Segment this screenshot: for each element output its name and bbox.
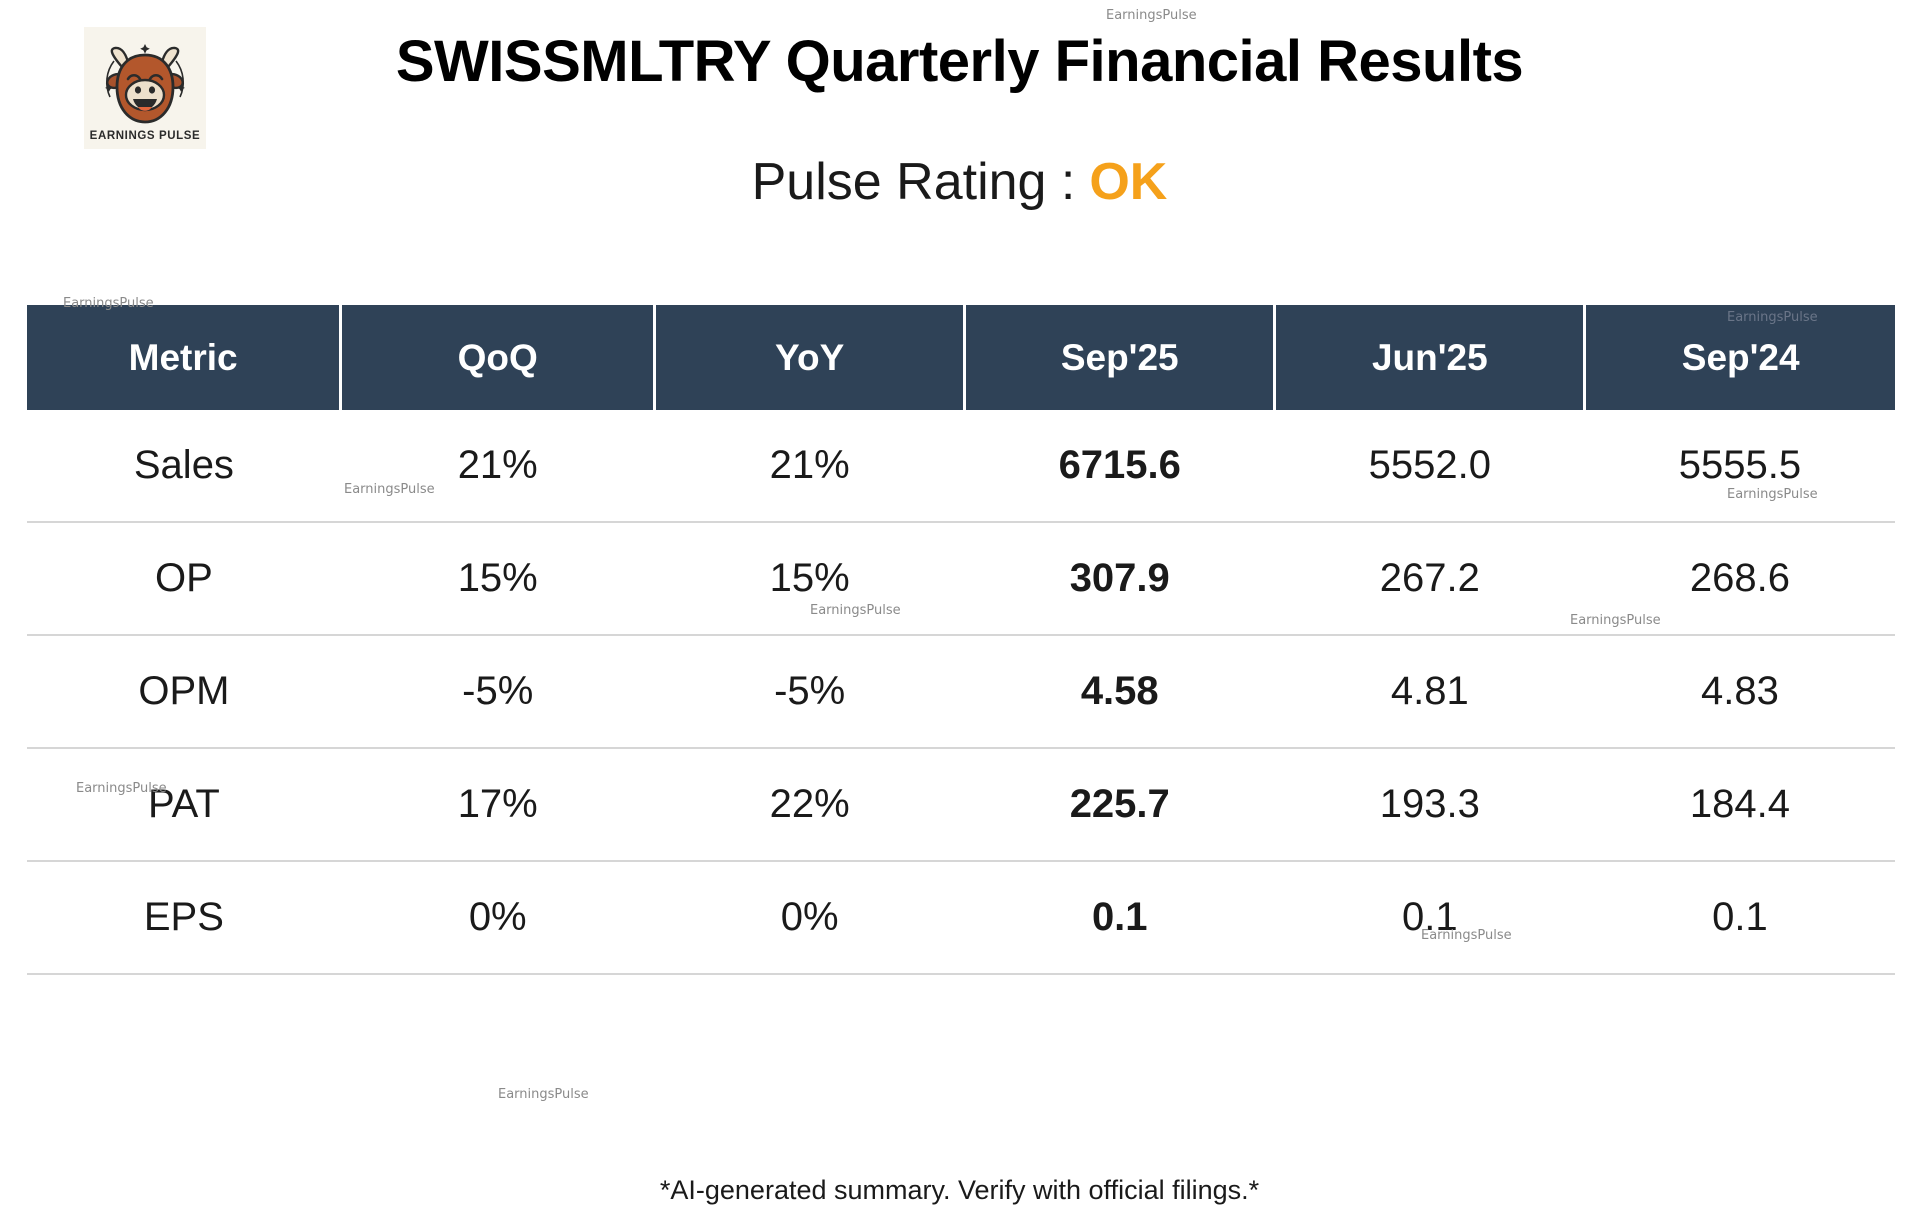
column-header-sep25: Sep'25 — [964, 305, 1277, 410]
previous-quarter-value: 5552.0 — [1274, 410, 1585, 523]
table-row: PAT 17% 22% 225.7 193.3 184.4 — [27, 748, 1895, 862]
column-header-qoq: QoQ — [340, 305, 657, 410]
watermark-label: EarningsPulse — [1106, 8, 1197, 23]
current-quarter-value: 0.1 — [964, 861, 1275, 975]
table-row: OPM -5% -5% 4.58 4.81 4.83 — [27, 635, 1895, 749]
qoq-value: 0% — [340, 861, 655, 975]
metric-label: PAT — [27, 748, 341, 862]
column-header-yoy: YoY — [654, 305, 967, 410]
column-header-metric: Metric — [27, 305, 343, 410]
previous-quarter-value: 193.3 — [1274, 748, 1585, 862]
qoq-value: 17% — [340, 748, 655, 862]
bull-head-logo-icon: EARNINGS PULSE — [84, 27, 206, 149]
table-row: OP 15% 15% 307.9 267.2 268.6 — [27, 522, 1895, 636]
metric-label: OP — [27, 522, 341, 636]
current-quarter-value: 6715.6 — [964, 410, 1275, 523]
table-row: Sales 21% 21% 6715.6 5552.0 5555.5 — [27, 410, 1895, 523]
table-row: EPS 0% 0% 0.1 0.1 0.1 — [27, 861, 1895, 975]
brand-logo: EARNINGS PULSE — [84, 27, 206, 149]
qoq-value: 15% — [340, 522, 655, 636]
year-ago-quarter-value: 5555.5 — [1584, 410, 1895, 523]
current-quarter-value: 307.9 — [964, 522, 1275, 636]
qoq-value: -5% — [340, 635, 655, 749]
yoy-value: 15% — [654, 522, 965, 636]
qoq-value: 21% — [340, 410, 655, 523]
metric-label: EPS — [27, 861, 341, 975]
current-quarter-value: 225.7 — [964, 748, 1275, 862]
year-ago-quarter-value: 268.6 — [1584, 522, 1895, 636]
pulse-rating: Pulse Rating : OK — [0, 152, 1919, 212]
svg-text:EARNINGS PULSE: EARNINGS PULSE — [90, 130, 201, 142]
yoy-value: 22% — [654, 748, 965, 862]
disclaimer-text: *AI-generated summary. Verify with offic… — [659, 1175, 1260, 1205]
pulse-rating-label: Pulse Rating : — [751, 153, 1076, 211]
yoy-value: -5% — [654, 635, 965, 749]
yoy-value: 21% — [654, 410, 965, 523]
yoy-value: 0% — [654, 861, 965, 975]
current-quarter-value: 4.58 — [964, 635, 1275, 749]
financial-results-table: Metric QoQ YoY Sep'25 Jun'25 Sep'24 Sale… — [27, 305, 1895, 975]
year-ago-quarter-value: 4.83 — [1584, 635, 1895, 749]
year-ago-quarter-value: 184.4 — [1584, 748, 1895, 862]
previous-quarter-value: 0.1 — [1274, 861, 1585, 975]
year-ago-quarter-value: 0.1 — [1584, 861, 1895, 975]
watermark-label: EarningsPulse — [498, 1087, 589, 1102]
table-header-row: Metric QoQ YoY Sep'25 Jun'25 Sep'24 — [27, 305, 1895, 410]
previous-quarter-value: 267.2 — [1274, 522, 1585, 636]
metric-label: Sales — [27, 410, 341, 523]
pulse-rating-value: OK — [1089, 153, 1168, 211]
page-title: SWISSMLTRY Quarterly Financial Results — [395, 29, 1524, 94]
metric-label: OPM — [27, 635, 341, 749]
column-header-sep24: Sep'24 — [1584, 305, 1895, 410]
previous-quarter-value: 4.81 — [1274, 635, 1585, 749]
column-header-jun25: Jun'25 — [1274, 305, 1587, 410]
